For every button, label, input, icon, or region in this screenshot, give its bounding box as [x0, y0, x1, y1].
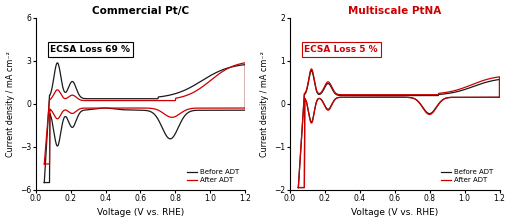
X-axis label: Voltage (V vs. RHE): Voltage (V vs. RHE): [97, 209, 184, 217]
Legend: Before ADT, After ADT: Before ADT, After ADT: [438, 167, 496, 186]
Legend: Before ADT, After ADT: Before ADT, After ADT: [184, 167, 242, 186]
Y-axis label: Current density / mA cm⁻²: Current density / mA cm⁻²: [260, 51, 269, 157]
Title: Commercial Pt/C: Commercial Pt/C: [92, 6, 189, 16]
Text: ECSA Loss 69 %: ECSA Loss 69 %: [50, 45, 130, 54]
X-axis label: Voltage (V vs. RHE): Voltage (V vs. RHE): [351, 209, 438, 217]
Y-axis label: Current density / mA cm⁻²: Current density / mA cm⁻²: [6, 51, 14, 157]
Text: ECSA Loss 5 %: ECSA Loss 5 %: [304, 45, 378, 54]
Title: Multiscale PtNA: Multiscale PtNA: [348, 6, 441, 16]
